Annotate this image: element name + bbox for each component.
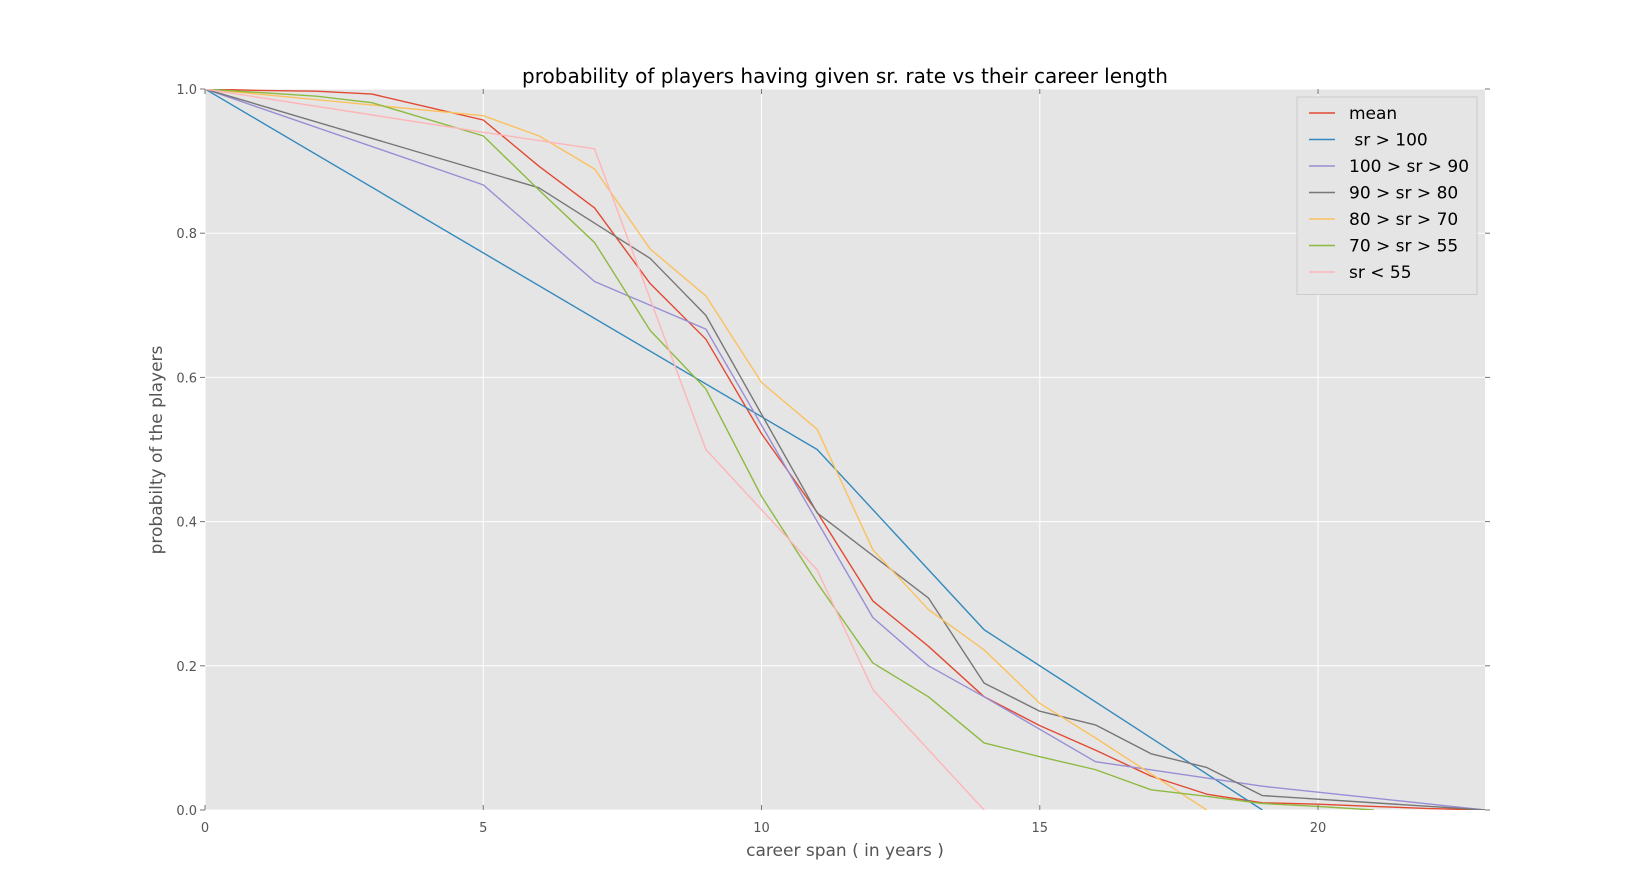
series-lines	[205, 89, 1485, 810]
y-tick-label: 1.0	[176, 83, 197, 98]
x-tick-label: 10	[753, 821, 770, 836]
legend: mean sr > 100 100 > sr > 90 90 > sr > 80 80…	[1296, 96, 1478, 295]
x-tick-label: 0	[201, 821, 209, 836]
legend-entry-label: mean	[1349, 104, 1397, 124]
x-tick-label: 20	[1310, 821, 1327, 836]
series-line-3	[205, 89, 1485, 810]
y-axis-label: probabilty of the players	[147, 345, 167, 554]
series-line-4	[205, 89, 1208, 810]
series-line-1	[205, 89, 1263, 810]
legend-entry-label: sr > 100	[1349, 131, 1428, 151]
y-tick-label: 0.0	[176, 804, 197, 819]
x-tick-label: 15	[1032, 821, 1049, 836]
series-line-0	[205, 89, 1485, 810]
grid-lines	[204, 88, 1485, 811]
legend-box	[1296, 96, 1478, 295]
tick-labels: 0 5 10 15 20 0.0 0.2 0.4 0.6 0.8 1.0	[176, 83, 1326, 836]
y-tick-label: 0.4	[176, 516, 197, 531]
legend-entry-label: sr < 55	[1349, 263, 1412, 283]
x-axis-label: career span ( in years )	[746, 841, 944, 861]
series-line-2	[205, 89, 1485, 810]
y-tick-label: 0.6	[176, 371, 197, 386]
y-tick-label: 0.2	[176, 660, 197, 675]
axis-ticks	[200, 88, 1490, 811]
plot-background	[205, 89, 1485, 810]
legend-entry-label: 100 > sr > 90	[1349, 157, 1469, 177]
series-line-6	[205, 89, 985, 810]
legend-entry-label: 90 > sr > 80	[1349, 184, 1458, 204]
chart-title: probability of players having given sr. …	[522, 64, 1168, 88]
y-tick-label: 0.8	[176, 227, 197, 242]
legend-entry-label: 70 > sr > 55	[1349, 237, 1458, 257]
x-tick-label: 5	[479, 821, 487, 836]
legend-entry-label: 80 > sr > 70	[1349, 210, 1458, 230]
